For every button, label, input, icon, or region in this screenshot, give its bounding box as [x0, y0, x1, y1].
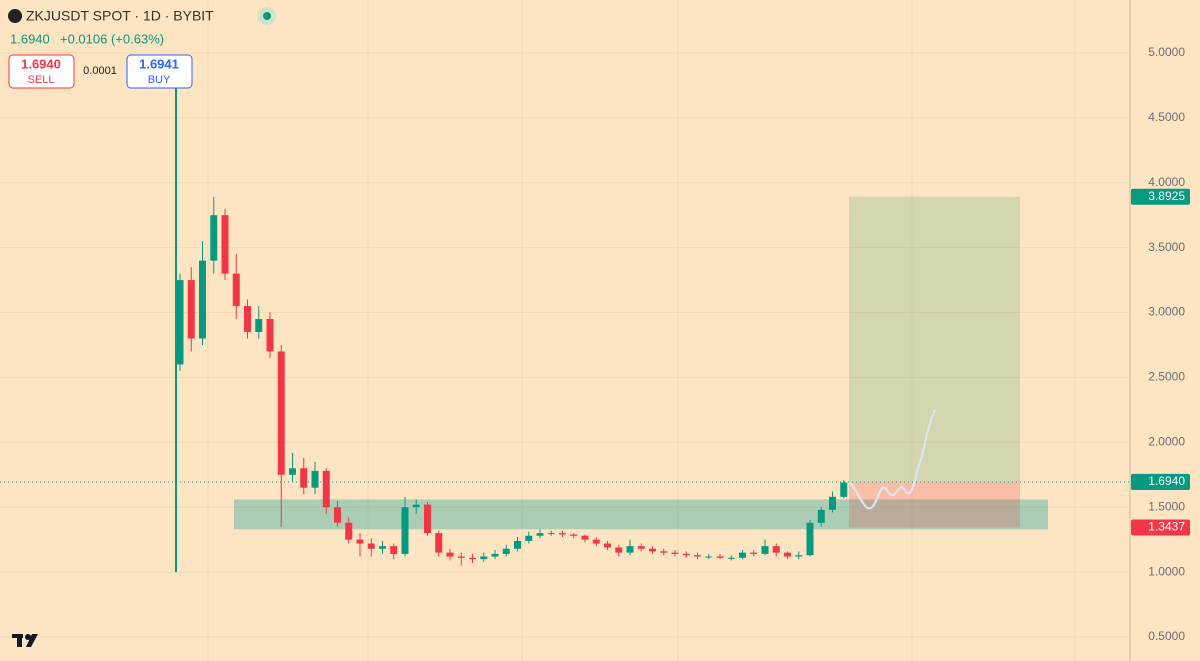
candle-body [570, 534, 578, 536]
candle-body [559, 533, 566, 535]
tv-logo [12, 634, 38, 647]
candle-body [750, 552, 758, 554]
candle-body [795, 555, 803, 557]
y-tick-label: 3.0000 [1148, 305, 1185, 319]
candle-body [266, 319, 274, 352]
sell-button[interactable] [8, 54, 75, 89]
projection [849, 409, 936, 510]
sell-price: 1.6940 [21, 56, 61, 71]
price-label: 1.6940 [1148, 474, 1185, 488]
candle-body [289, 468, 296, 475]
spread: 0.0001 [83, 65, 117, 77]
candle-body [356, 539, 364, 544]
candle-body [176, 280, 184, 365]
symbol: ZKJUSDT SPOT · 1D · BYBIT [26, 8, 214, 24]
candle-body [637, 546, 645, 549]
price-label: 1.3437 [1148, 520, 1185, 534]
price-change: +0.0106 (+0.63%) [60, 31, 164, 46]
candle-body [412, 504, 420, 508]
plot [0, 52, 1130, 638]
candle-body [401, 507, 409, 554]
stop-zone [849, 482, 1020, 528]
candle-body [322, 470, 330, 508]
candle-body [244, 306, 251, 332]
candle-body [446, 552, 454, 557]
candle-body [592, 539, 600, 544]
candle-body [210, 215, 218, 261]
candle-body [604, 543, 611, 548]
symbol-icon [8, 9, 22, 23]
status-dot [263, 12, 271, 20]
buy-button[interactable] [126, 54, 193, 89]
candle-body [390, 546, 398, 554]
candle-body [232, 273, 240, 307]
y-tick-label: 0.5000 [1148, 629, 1185, 643]
candle-body [817, 509, 825, 523]
candle-body [671, 552, 679, 554]
candle-body [199, 260, 206, 339]
candle-body [379, 546, 386, 549]
buy-label: BUY [148, 74, 171, 86]
candle-body [649, 548, 656, 552]
candle-body [300, 468, 308, 488]
price-axis: 0.5000 1.0000 1.5000 2.0000 2.5000 3.0000 3.50… [1131, 45, 1190, 643]
candle-body [694, 555, 701, 557]
y-tick-label: 4.5000 [1148, 110, 1185, 124]
candle-body [345, 522, 353, 540]
sell-label: SELL [28, 74, 55, 86]
candle-body [502, 548, 510, 554]
y-tick-label: 1.5000 [1148, 499, 1185, 513]
candle-body [547, 533, 555, 535]
y-tick-label: 3.5000 [1148, 240, 1185, 254]
candle-body [221, 215, 229, 274]
candle-body [491, 553, 499, 557]
candle-body [255, 319, 263, 332]
target-zone [849, 196, 1020, 483]
candle-body [581, 535, 589, 540]
candle-body [367, 543, 375, 549]
candle-body [761, 546, 769, 554]
y-tick-label: 2.0000 [1148, 434, 1185, 448]
candle-body [469, 557, 476, 560]
candle-body [334, 507, 341, 523]
price-label-box [1131, 519, 1190, 536]
candle-body [705, 556, 713, 558]
candle-body [660, 551, 668, 553]
last-price: 1.6940 [10, 31, 50, 46]
y-tick-label: 4.0000 [1148, 175, 1185, 189]
v-grid [207, 0, 1076, 661]
price-label: 3.8925 [1148, 189, 1185, 203]
candle-body [311, 470, 319, 488]
price-label-box [1131, 188, 1190, 205]
candle-body [727, 557, 735, 559]
candle-body [277, 351, 285, 475]
candle-body [772, 546, 780, 553]
candle-body [840, 482, 848, 497]
y-tick-label: 2.5000 [1148, 370, 1185, 384]
candle-body [435, 533, 443, 553]
candle-body [682, 553, 690, 556]
candle-body [457, 556, 465, 558]
candle-body [615, 547, 623, 553]
candle-body [739, 552, 746, 558]
candle-body [480, 556, 488, 560]
y-tick-label: 1.0000 [1148, 564, 1185, 578]
candle-body [716, 556, 724, 558]
buy-price: 1.6941 [139, 56, 179, 71]
candle-body [187, 280, 195, 339]
candle-body [536, 533, 544, 536]
candle-body [626, 546, 634, 553]
price-label-box [1131, 474, 1190, 491]
candle-body [525, 535, 533, 541]
y-tick-label: 5.0000 [1148, 45, 1185, 59]
candle-body [514, 540, 521, 549]
candle-body [424, 504, 431, 534]
support-zone [234, 499, 1048, 530]
candle-body [784, 552, 791, 557]
candle-body [829, 496, 836, 510]
candle-body [806, 522, 814, 556]
